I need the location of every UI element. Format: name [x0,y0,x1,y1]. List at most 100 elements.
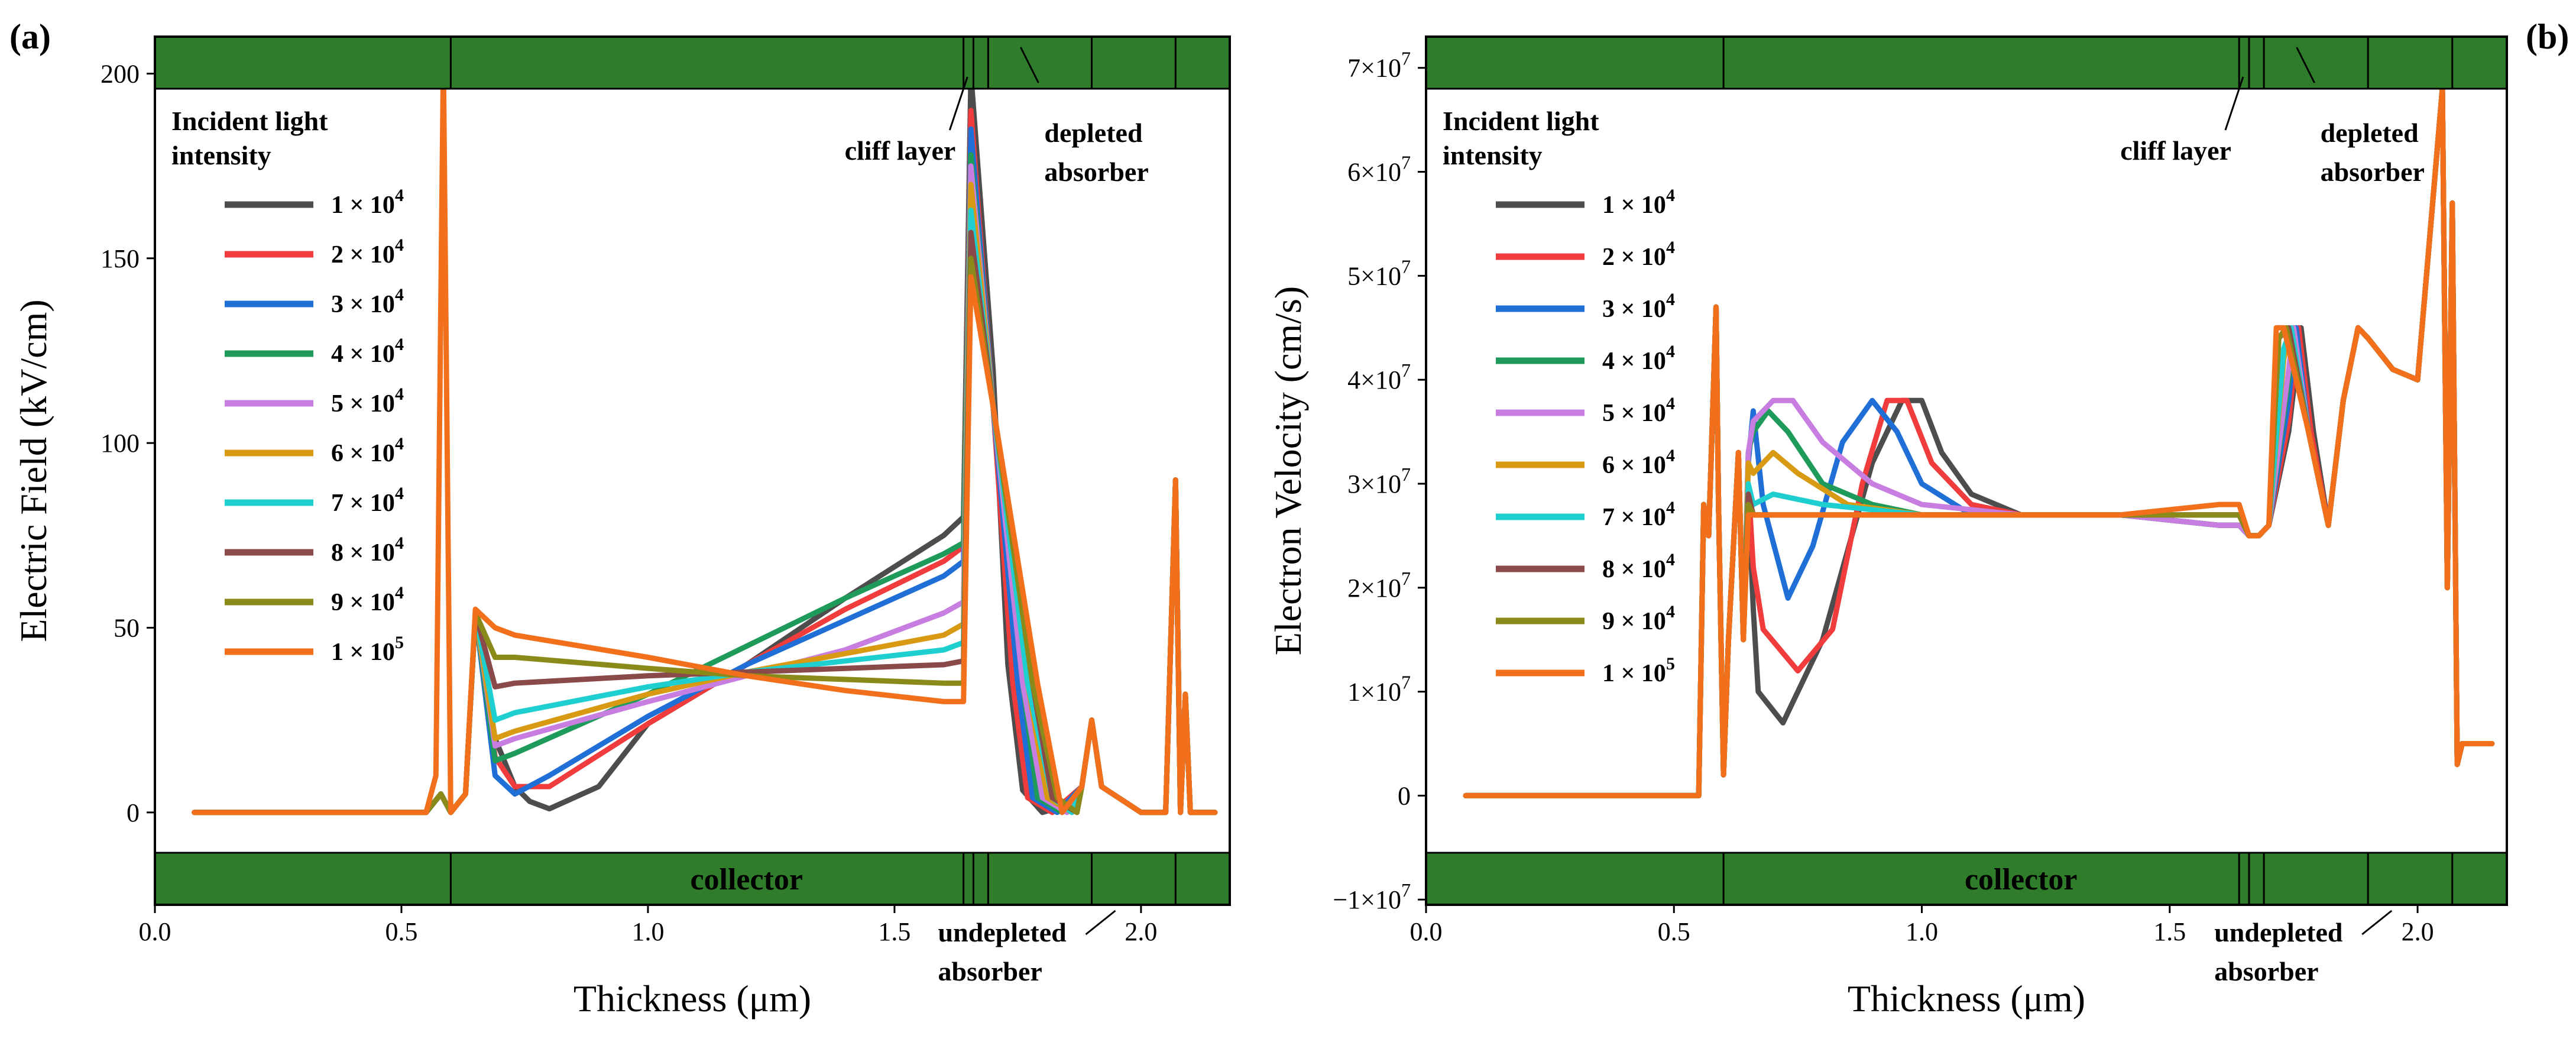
series-group [1463,86,2495,798]
legend-title-line: Incident light [1443,106,1599,136]
legend-label-4: 4 × 104 [1602,342,1675,375]
legend-title-line: intensity [1443,140,1543,170]
annotation-cliff-layer: cliff layer [845,135,956,166]
legend-label-7: 7 × 104 [331,484,404,517]
legend-exponent: 4 [1666,290,1675,309]
y-tick-mantissa: −1×10 [1333,885,1401,914]
legend-mantissa: 4 × 10 [331,341,395,368]
y-tick-label: 5×107 [1347,255,1411,290]
y-tick-mantissa: 2×10 [1347,574,1401,603]
y-axis-title: Electron Velocity (cm/s) [1267,286,1309,655]
legend-mantissa: 2 × 10 [331,241,395,268]
x-tick-label: 0.0 [1410,917,1443,946]
y-tick-label: 4×107 [1347,360,1411,394]
plot-frame [1425,35,2508,906]
y-tick-exponent: 7 [1401,464,1411,485]
legend-exponent: 4 [1666,238,1675,257]
legend-mantissa: 3 × 10 [1602,296,1666,323]
legend-mantissa: 8 × 10 [331,539,395,567]
legend-mantissa: 1 × 10 [331,639,395,666]
legend-mantissa: 5 × 10 [331,390,395,418]
series-line-10 [1463,86,2495,798]
legend-label-8: 8 × 104 [1602,550,1675,583]
y-tick-label: 0 [127,798,140,827]
y-tick-exponent: 7 [1401,672,1411,693]
y-tick-exponent: 7 [1401,152,1411,173]
legend-mantissa: 5 × 10 [1602,400,1666,427]
legend-label-5: 5 × 104 [1602,394,1675,427]
x-tick-label: 0.5 [385,917,417,946]
panel-label: (b) [2526,17,2569,56]
y-tick-exponent: 7 [1401,255,1411,277]
legend-mantissa: 7 × 10 [331,490,395,517]
y-tick-label: 3×107 [1347,464,1411,499]
legend-label-10: 1 × 105 [331,633,404,666]
x-tick-label: 0.0 [139,917,171,946]
annotations: cliff layer depleted absorber undepleted abs… [2120,47,2425,986]
legend-mantissa: 9 × 10 [331,589,395,616]
legend-mantissa: 6 × 10 [1602,452,1666,479]
legend-exponent: 4 [1666,446,1675,465]
annotation-depleted-absorber: depleted [2321,118,2419,148]
x-tick-label: 0.5 [1658,917,1690,946]
legend-label-1: 1 × 104 [1602,186,1675,219]
legend-label-10: 1 × 105 [1602,654,1675,687]
legend-exponent: 4 [1666,342,1675,361]
legend-mantissa: 1 × 10 [331,192,395,219]
arrow-cliff-layer [948,76,968,131]
y-tick-exponent: 7 [1401,568,1411,589]
legend-label-6: 6 × 104 [331,434,404,467]
annotation-depleted-absorber: absorber [1044,157,1148,187]
x-tick-label: 1.0 [1906,917,1938,946]
y-axis-title: Electric Field (kV/cm) [12,299,54,642]
annotation-undepleted-absorber: undepleted [938,917,1067,947]
y-tick-exponent: 7 [1401,48,1411,69]
y-tick-mantissa: 4×10 [1347,365,1401,394]
arrow-undepleted-absorber [1085,910,1116,936]
legend-exponent: 4 [395,384,404,404]
x-axis-title: Thickness (μm) [573,978,811,1020]
plot-frame [154,35,1231,906]
legend-label-3: 3 × 104 [331,285,404,318]
y-tick-mantissa: 1×10 [1347,678,1401,707]
legend-exponent: 4 [395,583,404,603]
legend-title-line: intensity [171,140,271,170]
x-tick-label: 1.5 [2153,917,2186,946]
x-tick-label: 2.0 [1125,917,1157,946]
arrow-cliff-layer [2224,76,2244,131]
y-tick-exponent: 7 [1401,360,1411,381]
legend-mantissa: 9 × 10 [1602,608,1666,635]
legend-exponent: 4 [395,434,404,454]
annotation-undepleted-absorber: undepleted [2214,917,2343,947]
band-bottom-label: collector [1965,863,2078,897]
legend-exponent: 4 [395,285,404,305]
y-tick-mantissa: 3×10 [1347,470,1401,499]
band-bottom [154,852,1231,906]
x-tick-label: 1.0 [631,917,664,946]
legend-exponent: 4 [395,235,404,255]
y-tick-label: 50 [114,613,140,642]
y-tick-mantissa: 7×10 [1347,54,1401,83]
legend-label-4: 4 × 104 [331,335,404,368]
y-tick-label: 6×107 [1347,152,1411,187]
legend-label-2: 2 × 104 [1602,238,1675,271]
legend-label-9: 9 × 104 [331,583,404,616]
legend-mantissa: 1 × 10 [1602,660,1666,687]
legend-label-6: 6 × 104 [1602,446,1675,479]
legend-exponent: 4 [395,484,404,503]
legend-exponent: 4 [1666,498,1675,517]
legend-label-2: 2 × 104 [331,235,404,268]
legend-mantissa: 3 × 10 [331,291,395,318]
legend-mantissa: 6 × 10 [331,440,395,467]
legend-label-8: 8 × 104 [331,533,404,567]
legend-label-5: 5 × 104 [331,384,404,418]
legend-mantissa: 1 × 10 [1602,192,1666,219]
panel-a: collector 0.0 0.5 1.0 1.5 2.0 0 50 100 150 200 Thic… [9,17,1231,1020]
legend-exponent: 4 [395,186,404,205]
legend-label-3: 3 × 104 [1602,290,1675,323]
legend-exponent: 4 [395,533,404,553]
